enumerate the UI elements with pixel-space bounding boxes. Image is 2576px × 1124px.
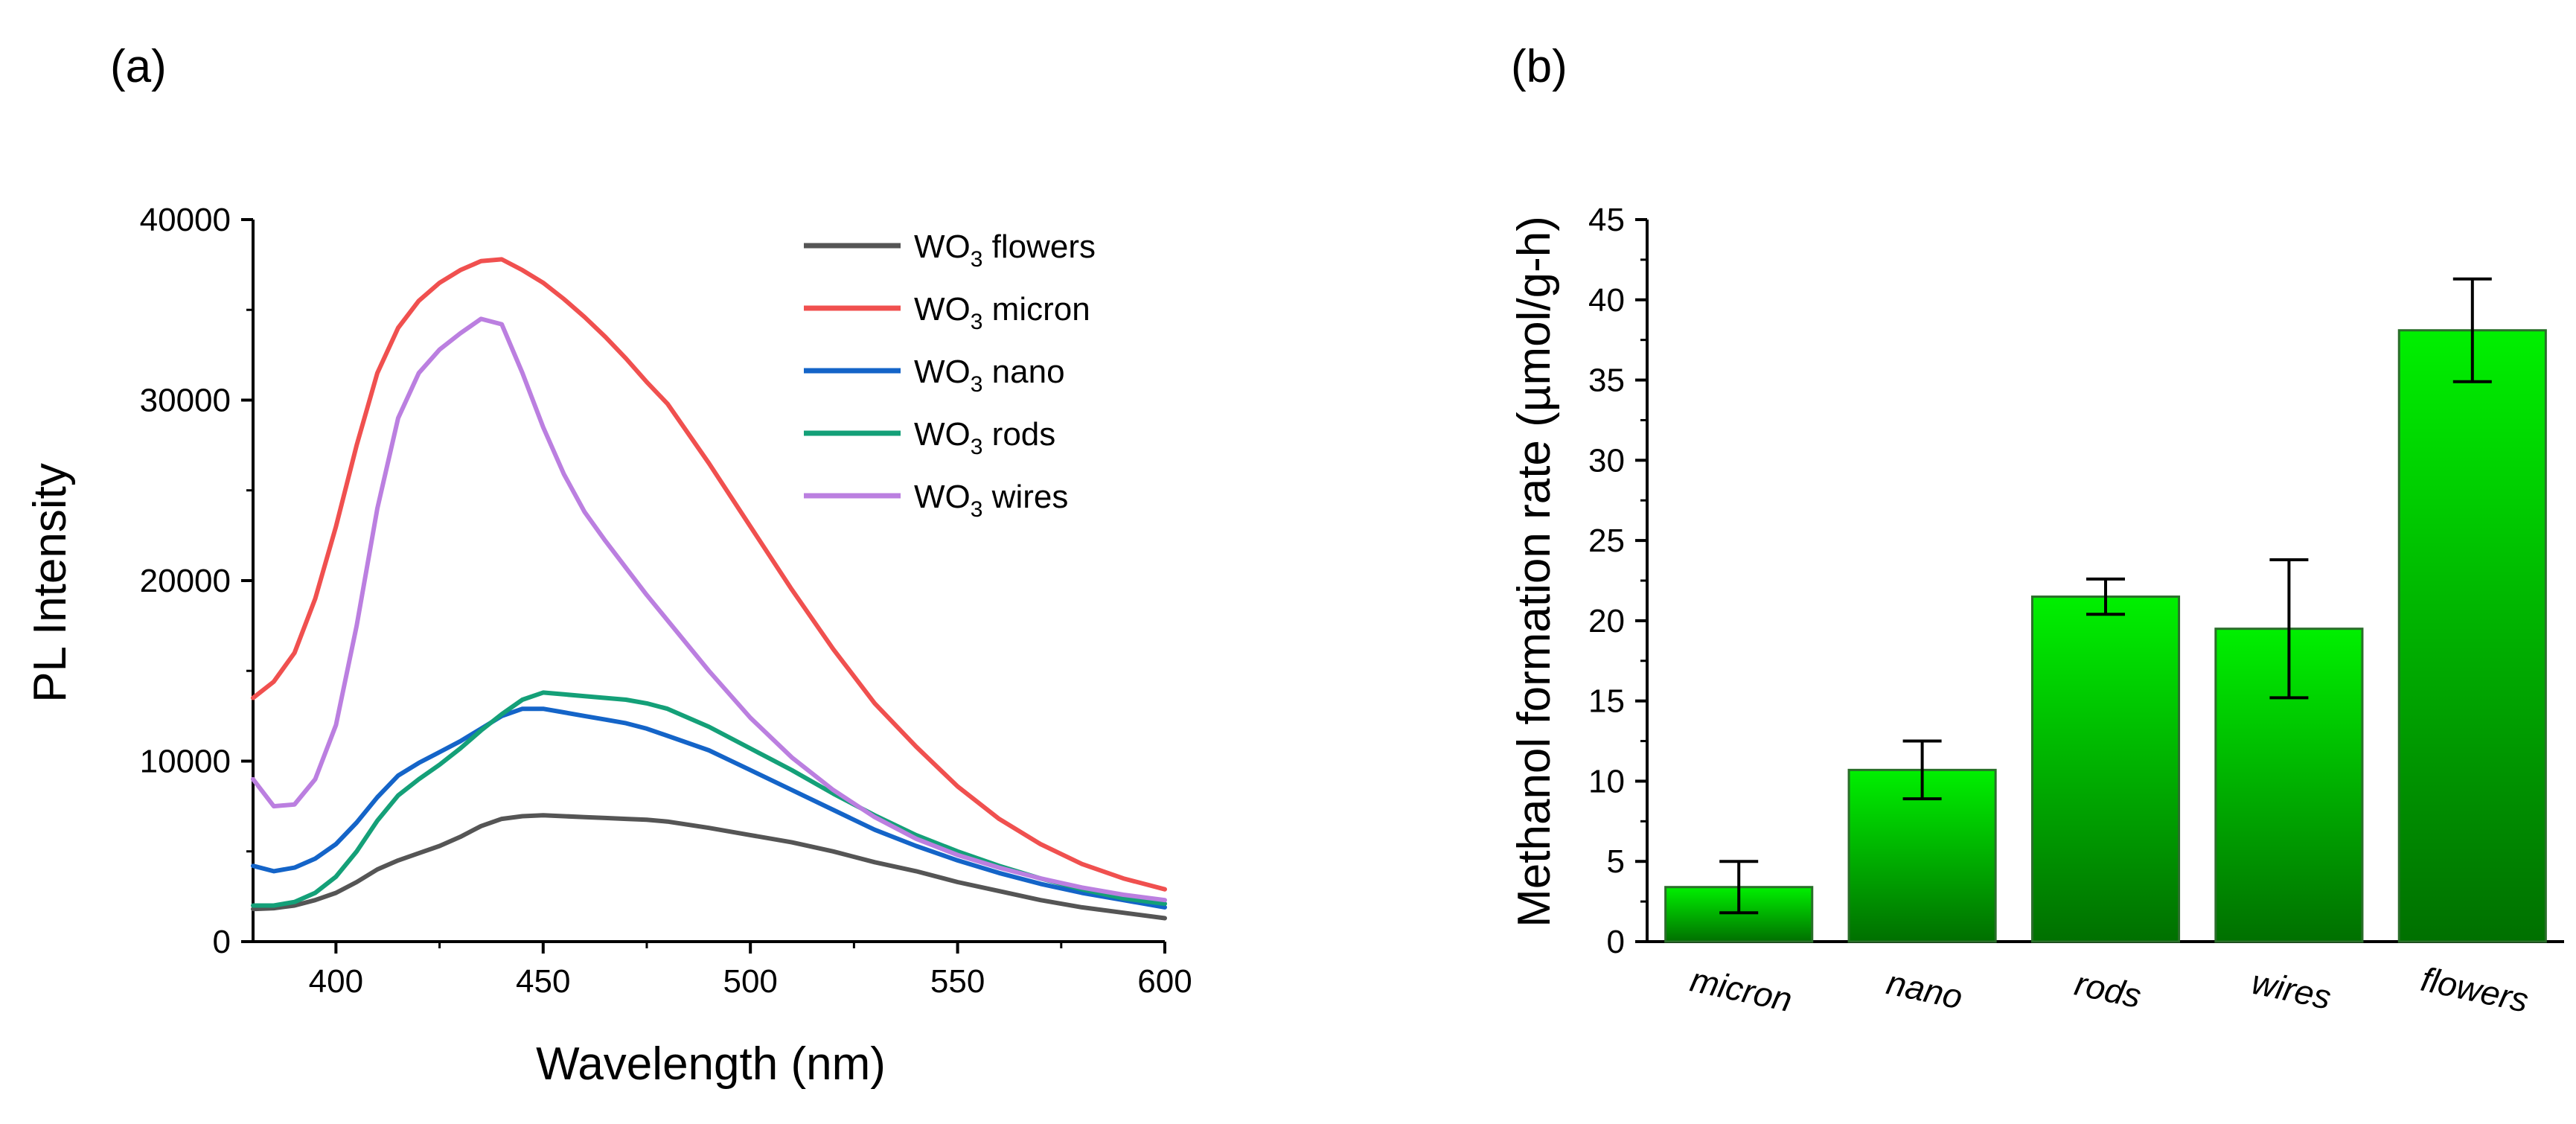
series-line-micron bbox=[251, 257, 1167, 892]
category-label-flowers: flowers bbox=[2417, 959, 2531, 1020]
panel-a-axes: 400 450 500 550 600 0 10000 20000 30000 40000 bbox=[140, 202, 1192, 1000]
panel-b-y-tick-label: 25 bbox=[1588, 523, 1625, 559]
panel-a-x-axis-title: Wavelength (nm) bbox=[536, 1038, 886, 1090]
panel-a-legend: WO3 flowers WO3 micron WO3 nano WO3 rods WO3… bbox=[804, 229, 1096, 522]
category-label-rods: rods bbox=[2071, 964, 2144, 1015]
legend-label-wires: WO3 wires bbox=[914, 479, 1068, 522]
bar-rods bbox=[2030, 595, 2181, 943]
panel-b-y-tick-label: 10 bbox=[1588, 763, 1625, 799]
panel-b-y-tick-label: 5 bbox=[1607, 843, 1625, 880]
panel-b-y-tick-label: 0 bbox=[1607, 924, 1625, 960]
series-line-flowers bbox=[251, 813, 1167, 921]
panel-b-y-tick-label: 45 bbox=[1588, 202, 1625, 238]
panel-a-x-tick-label: 500 bbox=[723, 963, 777, 1000]
category-label-wires: wires bbox=[2249, 962, 2335, 1017]
panel-a-x-tick-label: 400 bbox=[309, 963, 363, 1000]
series-line-rods bbox=[251, 690, 1167, 908]
category-label-micron: micron bbox=[1687, 960, 1796, 1020]
panel-a-x-tick-label: 550 bbox=[930, 963, 985, 1000]
panel-a-x-tick-label: 600 bbox=[1137, 963, 1192, 1000]
legend-label-micron: WO3 micron bbox=[914, 291, 1090, 334]
panel-a-y-tick-label: 30000 bbox=[140, 383, 231, 419]
series-line-nano bbox=[251, 706, 1167, 910]
panel-b-bars: micron nano rods wires flowers bbox=[1664, 277, 2547, 1020]
series-line-wires bbox=[251, 316, 1167, 903]
bar-flowers bbox=[2397, 329, 2547, 943]
panel-a-line-chart: (a) 400 450 500 550 600 0 10000 20000 30000 40000… bbox=[25, 41, 1192, 1090]
panel-b-y-tick-label: 15 bbox=[1588, 683, 1625, 720]
panel-a-y-tick-label: 20000 bbox=[140, 563, 231, 599]
panel-b-y-tick-label: 30 bbox=[1588, 442, 1625, 479]
panel-a-y-tick-label: 10000 bbox=[140, 744, 231, 780]
category-label-nano: nano bbox=[1883, 962, 1966, 1016]
panel-b-y-tick-label: 20 bbox=[1588, 603, 1625, 639]
panel-b-bar-chart: (b) 0 5 10 15 20 25 30 35 40 45 micron nano rods wir… bbox=[1509, 41, 2564, 1020]
panel-a-y-axis-title: PL Intensity bbox=[25, 463, 76, 703]
panel-b-y-tick-label: 35 bbox=[1588, 363, 1625, 399]
panel-b-y-tick-label: 40 bbox=[1588, 282, 1625, 319]
panel-a-x-tick-label: 450 bbox=[516, 963, 570, 1000]
panel-b-label: (b) bbox=[1511, 41, 1567, 92]
panel-a-y-tick-label: 0 bbox=[213, 924, 231, 960]
panel-b-y-axis-title: Methanol formation rate (µmol/g-h) bbox=[1509, 216, 1560, 927]
panel-a-label: (a) bbox=[110, 41, 167, 92]
panel-a-y-tick-label: 40000 bbox=[140, 202, 231, 238]
panel-a-series bbox=[251, 257, 1167, 921]
legend-label-rods: WO3 rods bbox=[914, 416, 1055, 459]
legend-label-flowers: WO3 flowers bbox=[914, 229, 1096, 272]
legend-label-nano: WO3 nano bbox=[914, 354, 1065, 397]
